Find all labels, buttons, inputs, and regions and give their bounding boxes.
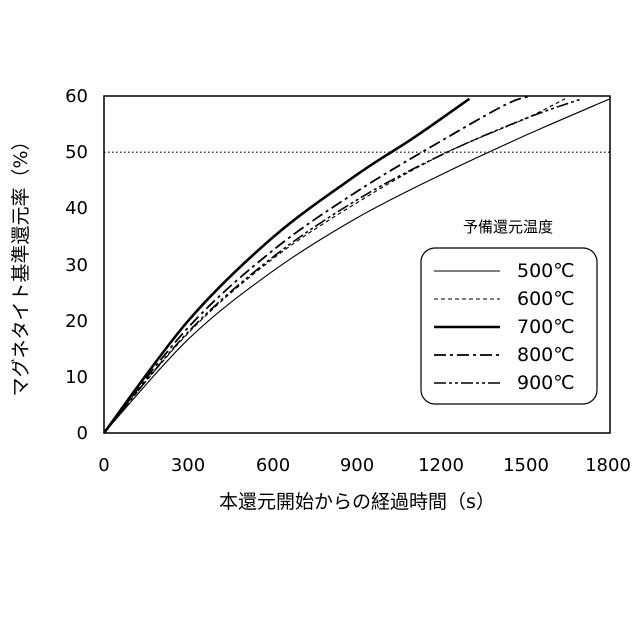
x-tick-label: 600 bbox=[256, 455, 290, 476]
legend-label-900: 900℃ bbox=[517, 372, 575, 394]
x-axis-title: 本還元開始からの経過時間（s） bbox=[219, 491, 495, 513]
y-tick-label: 40 bbox=[65, 198, 88, 219]
y-tick-label: 0 bbox=[77, 423, 88, 444]
y-tick-label: 60 bbox=[65, 86, 88, 107]
x-tick-label: 1200 bbox=[418, 455, 464, 476]
x-tick-label: 900 bbox=[340, 455, 374, 476]
x-tick-label: 1500 bbox=[503, 455, 549, 476]
y-tick-label: 50 bbox=[65, 142, 88, 163]
y-tick-label: 20 bbox=[65, 311, 88, 332]
legend-label-700: 700℃ bbox=[517, 316, 575, 338]
x-tick-label: 0 bbox=[98, 455, 109, 476]
x-tick-label: 300 bbox=[171, 455, 205, 476]
legend-label-600: 600℃ bbox=[517, 288, 575, 310]
legend-label-800: 800℃ bbox=[517, 344, 575, 366]
x-tick-label: 1800 bbox=[585, 455, 631, 476]
legend-title: 予備還元温度 bbox=[463, 218, 553, 236]
y-tick-label: 30 bbox=[65, 255, 88, 276]
y-axis-title: マグネタイト基準還元率（%） bbox=[10, 131, 32, 396]
legend-label-500: 500℃ bbox=[517, 260, 575, 282]
y-tick-label: 10 bbox=[65, 367, 88, 388]
